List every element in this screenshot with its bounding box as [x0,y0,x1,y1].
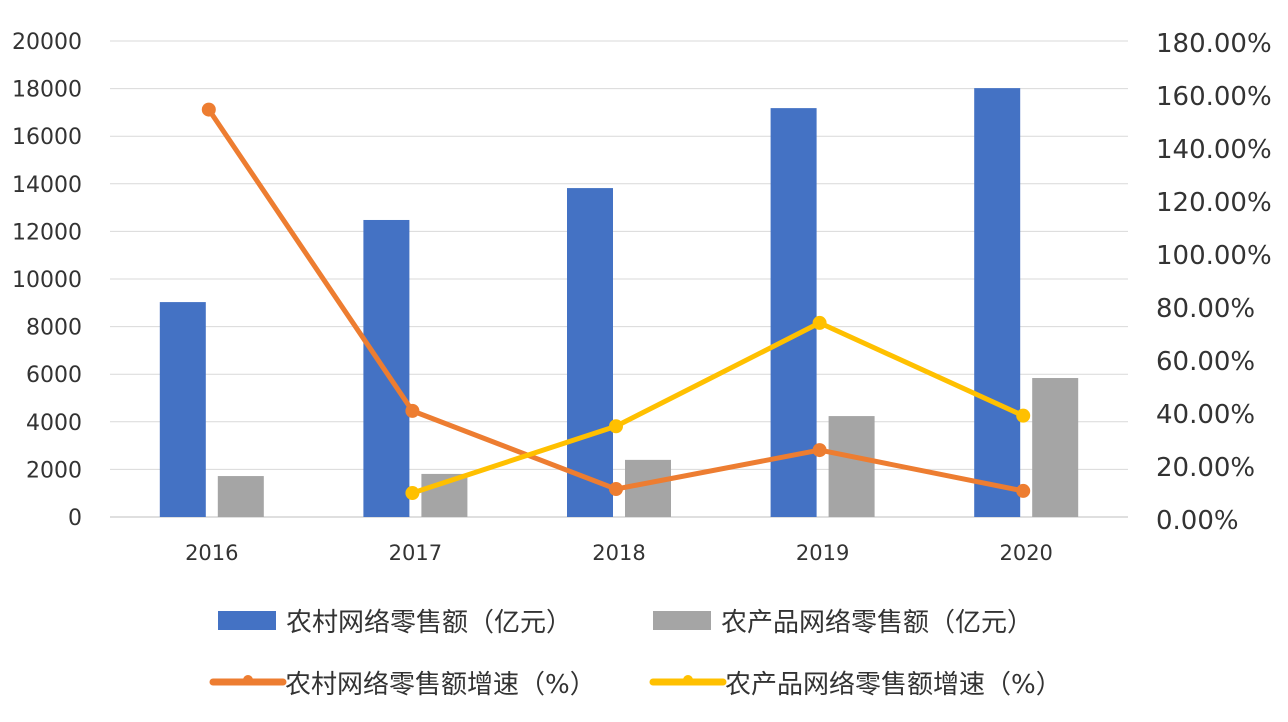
line-point [405,486,420,501]
y-right-tick-label: 120.00% [1156,188,1272,218]
y-left-tick-label: 12000 [12,220,82,245]
y-right-tick-label: 100.00% [1156,241,1272,271]
bar-rural [567,188,613,518]
legend-label: 农产品网络零售额增速（%） [725,670,1062,700]
line-point [1016,408,1031,423]
line-point [405,403,420,418]
legend-label: 农村网络零售额（亿元） [286,608,572,638]
legend-swatch [653,611,711,630]
y-left-tick-label: 4000 [26,411,82,436]
legend-swatch [218,611,276,630]
y-left-tick-label: 2000 [26,458,82,483]
x-tick-label: 2017 [389,541,442,565]
y-left-tick-label: 8000 [26,316,82,341]
x-tick-label: 2018 [592,541,645,565]
legend-label: 农村网络零售额增速（%） [285,670,596,700]
line-point [609,419,623,434]
bar-rural [974,88,1021,518]
y-left-tick-label: 6000 [26,363,82,388]
x-tick-label: 2016 [185,541,238,565]
line-point [201,102,216,117]
line-point [1016,483,1031,498]
legend-marker [243,675,253,685]
x-tick-label: 2019 [796,541,849,565]
bar-agri [625,459,671,517]
line-rural-growth [206,108,1024,494]
legend-marker [683,675,693,685]
y-right-tick-label: 180.00% [1156,29,1272,59]
bar-rural [159,302,206,517]
y-right-tick-label: 160.00% [1156,82,1272,112]
y-left-tick-label: 20000 [12,30,82,55]
y-left-tick-label: 10000 [12,268,82,293]
x-tick-label: 2020 [999,541,1052,565]
y-right-tick-label: 80.00% [1156,294,1255,324]
y-right-tick-label: 20.00% [1156,453,1255,483]
y-left-tick-label: 18000 [12,78,82,103]
bar-rural [770,108,817,517]
y-right-tick-label: 140.00% [1156,135,1272,165]
bar-agri [828,416,875,517]
y-left-tick-label: 16000 [12,125,82,150]
bar-agri [1032,378,1079,517]
y-right-tick-label: 40.00% [1156,400,1255,430]
y-right-tick-label: 60.00% [1156,347,1255,377]
bar-agri [217,476,264,517]
line-agri-growth [411,320,1025,496]
legend-label: 农产品网络零售额（亿元） [721,608,1033,638]
line-point [812,443,827,458]
line-point [609,482,623,497]
y-left-tick-label: 14000 [12,173,82,198]
y-right-tick-label: 0.00% [1156,506,1239,536]
y-left-tick-label: 0 [68,506,82,531]
line-point [812,315,827,330]
